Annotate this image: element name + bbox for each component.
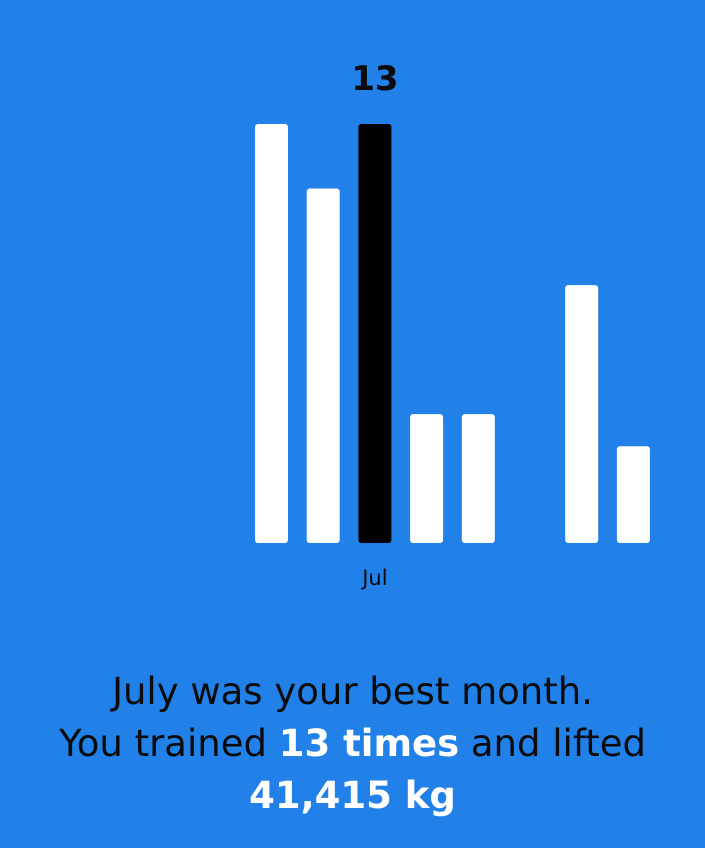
summary-trained-prefix: You trained — [59, 722, 279, 765]
summary-line-training: You trained 13 times and lifted — [0, 718, 705, 770]
summary-lifted-suffix: and lifted — [459, 722, 646, 765]
lifted-weight: 41,415 kg — [249, 774, 456, 817]
bar — [565, 285, 599, 543]
bar — [410, 414, 444, 543]
highlight-category-label: Jul — [360, 566, 387, 590]
bar — [616, 446, 650, 543]
bar — [306, 188, 340, 543]
summary-text: July was your best month. You trained 13… — [0, 666, 705, 822]
bar-highlighted — [358, 124, 392, 543]
training-count: 13 times — [278, 722, 460, 765]
bar — [461, 414, 495, 543]
bar-chart: 13 Jul — [255, 59, 650, 590]
bar — [255, 124, 288, 543]
highlight-value-label: 13 — [351, 59, 398, 99]
summary-line-best-month: July was your best month. — [112, 670, 593, 713]
